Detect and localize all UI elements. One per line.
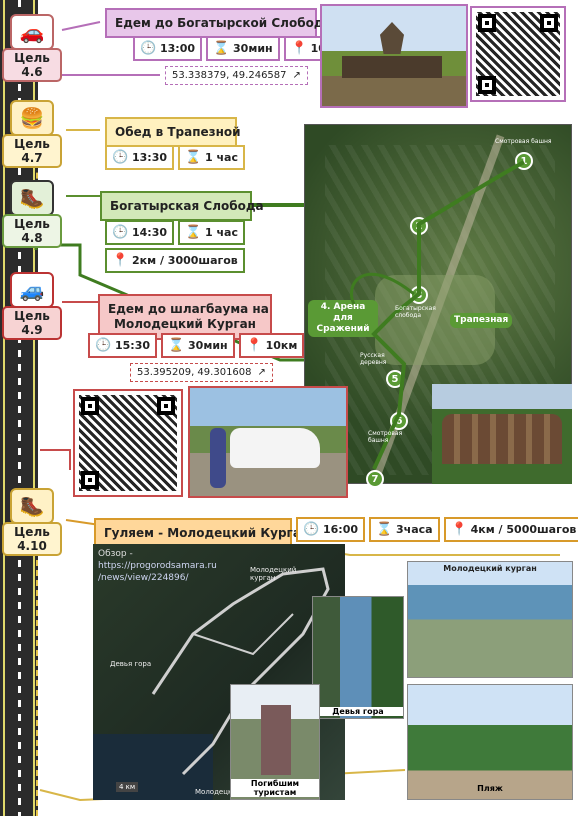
external-link-icon[interactable]: ↗ <box>257 367 266 378</box>
road-edge-right <box>33 0 35 816</box>
route-pin-icon: 📍 <box>112 253 129 268</box>
step-chips: 🕒 14:30 ⌛ 1 час <box>105 220 245 245</box>
clock-icon: 🕒 <box>303 522 320 537</box>
coords-text: 53.338379, 49.246587 <box>172 70 287 81</box>
arena-shields-photo <box>432 384 572 484</box>
goal-label: Цель 4.10 <box>2 522 62 556</box>
hiker-icon: 🥾 <box>10 180 54 216</box>
duration-chip: ⌛ 30мин <box>206 36 280 61</box>
distance-chip: 📍10км <box>238 333 305 358</box>
car-photo <box>188 386 348 498</box>
coords-box[interactable]: 53.395209, 49.301608 ↗ <box>130 363 273 382</box>
arena-label: 4. Арена для Сражений <box>308 300 378 337</box>
clock-icon: 🕒 <box>95 338 112 353</box>
step-title: Обед в Трапезной <box>105 117 241 147</box>
goal-4-6[interactable]: 🚗 Цель 4.6 <box>2 14 62 82</box>
duration-chip: ⌛ 30мин <box>161 333 235 358</box>
distance-chip: 📍 4км / 5000шагов <box>443 517 578 542</box>
step-chips: 🕒13:00 ⌛30мин 📍10км <box>133 36 350 61</box>
coords-text: 53.395209, 49.301608 <box>137 367 252 378</box>
duration-chip: ⌛ 1 час <box>178 220 245 245</box>
clock-icon: 🕒 <box>112 225 129 240</box>
duration-chip: ⌛ 3часа <box>369 517 440 542</box>
time-chip: 🕒 13:00 <box>133 36 203 61</box>
step-chips: 🕒 16:00 ⌛ 3часа 📍 4км / 5000шагов <box>296 517 578 542</box>
road-edge-left <box>3 0 5 816</box>
clock-icon: 🕒 <box>112 150 129 165</box>
time-chip: 🕒 16:00 <box>296 517 366 542</box>
small-map-label: Богатырская слобода <box>395 305 436 319</box>
goal-4-10[interactable]: 🥾 Цель 4.10 <box>2 488 62 556</box>
step-title: Гуляем - Молодецкий Курган <box>94 518 309 548</box>
time-chip: 🕒 14:30 <box>105 220 175 245</box>
duration-chip: ⌛ 1 час <box>178 145 245 170</box>
overview-text[interactable]: Обзор - https://progorodsamara.ru /news/… <box>98 549 217 583</box>
kurgan-photo: Молодецкий курган <box>407 561 573 678</box>
route-pin-icon: 📍 <box>246 338 263 353</box>
qr-code[interactable] <box>470 6 566 102</box>
hourglass-icon: ⌛ <box>376 522 393 537</box>
map-place-label: Молодецкий <box>195 788 242 796</box>
sloboda-route <box>350 160 525 470</box>
goal-label: Цель 4.8 <box>2 214 62 248</box>
devya-photo: Девья гора <box>312 596 404 719</box>
small-map-label: Смотровая башня <box>495 138 552 145</box>
goal-4-9[interactable]: 🚙 Цель 4.9 <box>2 272 62 340</box>
car-icon: 🚗 <box>10 14 54 50</box>
road-center-line <box>18 0 21 816</box>
small-map-label: Русская деревня <box>360 352 387 366</box>
photo-caption: Девья гора <box>313 707 403 716</box>
map-place-label: Молодецкий курган <box>250 566 297 582</box>
goal-label: Цель 4.6 <box>2 48 62 82</box>
goal-label: Цель 4.9 <box>2 306 62 340</box>
sloboda-photo <box>320 4 468 108</box>
hourglass-icon: ⌛ <box>213 41 230 56</box>
step-chips: 🕒 15:30 ⌛ 30мин 📍 10км <box>88 333 305 358</box>
time-chip: 🕒 15:30 <box>88 333 158 358</box>
walk-path-line <box>36 150 38 190</box>
walk-path-line <box>36 520 38 816</box>
map-scale: 4 км <box>116 782 139 792</box>
hourglass-icon: ⌛ <box>185 225 202 240</box>
external-link-icon[interactable]: ↗ <box>292 70 301 81</box>
route-pin-icon: 📍 <box>291 41 308 56</box>
goal-4-7[interactable]: 🍔 Цель 4.7 <box>2 100 62 168</box>
photo-caption: Пляж <box>477 784 503 793</box>
photo-caption: Погибшим туристам <box>231 779 319 797</box>
goal-4-8[interactable]: 🥾 Цель 4.8 <box>2 180 62 248</box>
goal-label: Цель 4.7 <box>2 134 62 168</box>
route-pin-icon: 📍 <box>451 522 468 537</box>
coords-box[interactable]: 53.338379, 49.246587 ↗ <box>165 66 308 85</box>
hourglass-icon: ⌛ <box>185 150 202 165</box>
distance-chip: 📍 2км / 3000шагов <box>105 248 245 273</box>
step-chips: 🕒 13:30 ⌛ 1 час <box>105 145 245 170</box>
map-place-label: Девья гора <box>110 660 152 668</box>
hiker-icon: 🥾 <box>10 488 54 524</box>
trapeznaya-label: Трапезная <box>450 313 513 328</box>
small-map-label: Смотровая башня <box>368 430 403 444</box>
step-title: Богатырская Слобода <box>100 191 264 221</box>
time-chip: 🕒 13:30 <box>105 145 175 170</box>
car-icon: 🚙 <box>10 272 54 308</box>
step-title: Едем до Богатырской Слободы <box>105 8 334 38</box>
clock-icon: 🕒 <box>140 41 157 56</box>
waypoint-marker[interactable]: 7 <box>366 470 384 488</box>
qr-code[interactable] <box>73 389 183 497</box>
beach-photo: Пляж <box>407 684 573 800</box>
photo-caption: Молодецкий курган <box>443 564 537 573</box>
step-title: Едем до шлагбаума на Молодецкий Курган <box>98 294 272 340</box>
tourists-photo: Погибшим туристам <box>230 684 320 800</box>
hourglass-icon: ⌛ <box>168 338 185 353</box>
burger-icon: 🍔 <box>10 100 54 136</box>
